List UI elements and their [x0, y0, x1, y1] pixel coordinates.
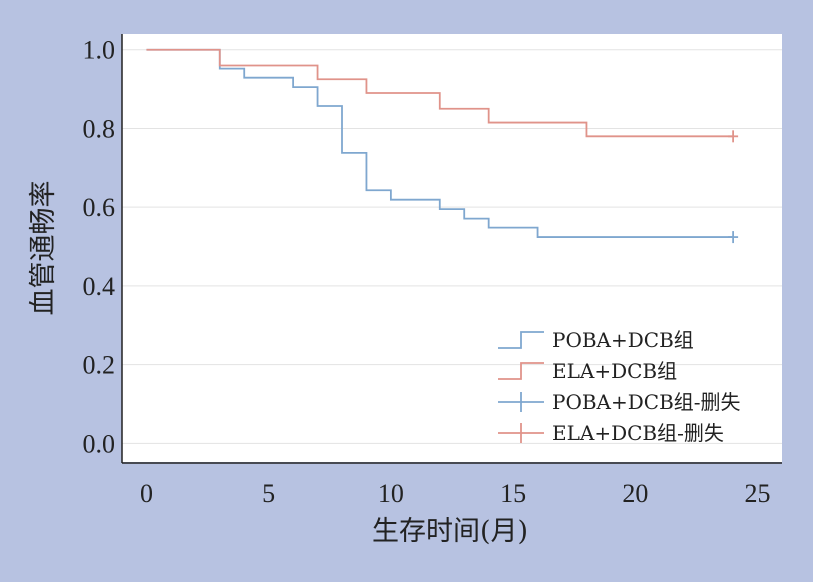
- legend-item: ELA+DCB组: [498, 359, 677, 383]
- survival-curve-ela-dcb: [146, 48, 734, 138]
- legend-step-swatch: [498, 331, 544, 349]
- survival-curve-poba-dcb: [146, 48, 734, 238]
- x-tick-labels: 0 5 10 15 20 25: [140, 479, 771, 508]
- y-tick-label: 0.4: [83, 272, 116, 301]
- legend: POBA+DCB组 ELA+DCB组 POBA+DCB组-删失 ELA+DCB组-删失: [498, 328, 741, 445]
- x-tick-label: 25: [745, 479, 771, 508]
- gridlines: [122, 49, 782, 444]
- x-tick-label: 10: [378, 479, 404, 508]
- legend-step-swatch: [498, 362, 544, 380]
- x-tick-label: 5: [262, 479, 275, 508]
- legend-label: ELA+DCB组-删失: [552, 421, 724, 445]
- x-tick-label: 15: [500, 479, 526, 508]
- legend-label: ELA+DCB组: [552, 359, 677, 383]
- censor-mark: [728, 231, 739, 244]
- legend-label: POBA+DCB组: [552, 328, 694, 352]
- y-tick-label: 0.2: [83, 351, 116, 380]
- y-tick-labels: 0.0 0.2 0.4 0.6 0.8 1.0: [83, 36, 116, 459]
- x-tick-label: 0: [140, 479, 153, 508]
- legend-item: POBA+DCB组-删失: [498, 390, 741, 414]
- y-tick-label: 0.8: [83, 114, 116, 143]
- plot-area: [122, 34, 782, 462]
- x-tick-label: 20: [622, 479, 648, 508]
- legend-item: POBA+DCB组: [498, 328, 694, 352]
- censor-mark: [728, 130, 739, 143]
- y-tick-label: 0.0: [83, 429, 116, 458]
- legend-item: ELA+DCB组-删失: [498, 421, 724, 445]
- survival-curves: [146, 48, 739, 244]
- y-tick-label: 0.6: [83, 193, 116, 222]
- y-tick-label: 1.0: [83, 36, 116, 65]
- legend-label: POBA+DCB组-删失: [552, 390, 741, 414]
- x-axis-title: 生存时间(月): [372, 516, 528, 547]
- y-axis-title: 血管通畅率: [28, 181, 59, 316]
